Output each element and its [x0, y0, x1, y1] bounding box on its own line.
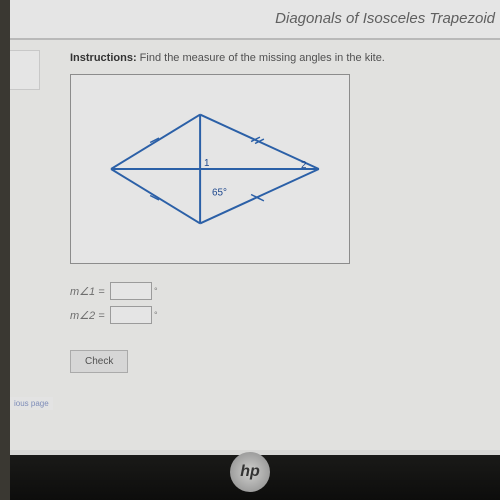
m1-label: m∠1 = — [70, 285, 110, 298]
instructions: Instructions: Find the measure of the mi… — [70, 52, 480, 64]
page-header: Diagonals of Isosceles Trapezoid — [10, 0, 500, 40]
svg-text:1: 1 — [204, 158, 210, 169]
degree-symbol-1: ° — [154, 286, 158, 296]
page-title: Diagonals of Isosceles Trapezoid — [275, 10, 495, 27]
svg-text:2: 2 — [301, 160, 307, 171]
m2-label: m∠2 = — [70, 309, 110, 322]
hp-logo: hp — [230, 452, 270, 492]
hp-logo-text: hp — [240, 463, 260, 481]
answer-row-1: m∠1 = ° — [70, 282, 480, 300]
m2-input[interactable] — [110, 306, 152, 324]
answer-row-2: m∠2 = ° — [70, 306, 480, 324]
side-tab[interactable] — [10, 50, 40, 90]
previous-page-link[interactable]: ious page — [10, 397, 53, 410]
degree-symbol-2: ° — [154, 310, 158, 320]
svg-text:65°: 65° — [212, 188, 227, 199]
m1-input[interactable] — [110, 282, 152, 300]
instructions-text: Find the measure of the missing angles i… — [137, 52, 385, 64]
instructions-label: Instructions: — [70, 52, 137, 64]
check-button[interactable]: Check — [70, 350, 128, 373]
content-area: Instructions: Find the measure of the mi… — [10, 40, 500, 450]
kite-svg: 1 2 65° — [71, 75, 349, 263]
kite-figure: 1 2 65° — [70, 74, 350, 264]
